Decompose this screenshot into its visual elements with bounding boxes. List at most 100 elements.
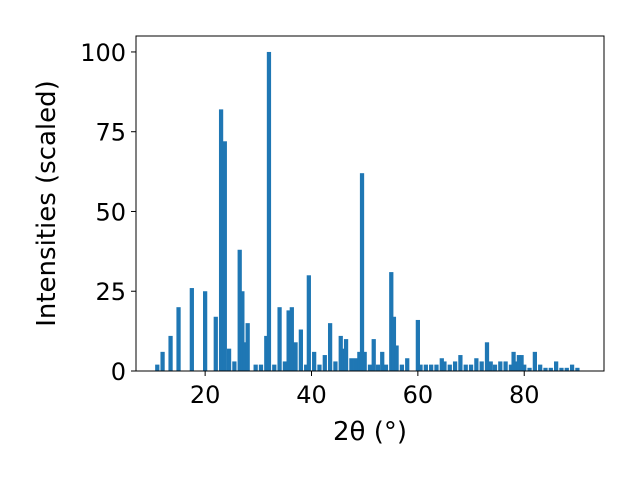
bar bbox=[371, 339, 376, 371]
bar bbox=[484, 342, 490, 371]
bar bbox=[282, 361, 288, 371]
bar bbox=[155, 364, 160, 371]
y-tick-label: 25 bbox=[95, 278, 126, 306]
bar bbox=[258, 364, 264, 371]
bar bbox=[415, 319, 420, 371]
y-axis: 0 25 50 75 100 bbox=[80, 39, 136, 386]
bar bbox=[353, 358, 358, 371]
bar bbox=[383, 364, 389, 371]
bar bbox=[514, 361, 519, 371]
bar bbox=[349, 358, 354, 371]
bar bbox=[298, 329, 303, 371]
bar bbox=[423, 364, 428, 371]
bar bbox=[516, 355, 522, 371]
bar bbox=[218, 109, 224, 371]
bar bbox=[266, 51, 272, 371]
bar bbox=[343, 339, 349, 371]
bar bbox=[375, 364, 381, 371]
bar bbox=[488, 361, 493, 371]
bar bbox=[359, 173, 365, 371]
bar-series bbox=[155, 51, 580, 371]
y-tick-label: 100 bbox=[80, 39, 126, 67]
bar bbox=[253, 364, 258, 371]
bar bbox=[232, 361, 237, 371]
bar bbox=[532, 351, 537, 371]
bar bbox=[304, 364, 309, 371]
bar bbox=[511, 351, 516, 371]
bar bbox=[306, 275, 311, 371]
bar bbox=[245, 323, 250, 371]
plot-area-frame bbox=[135, 35, 605, 372]
y-tick-label: 0 bbox=[111, 358, 126, 386]
bar bbox=[240, 291, 245, 371]
bar bbox=[312, 351, 317, 371]
bar bbox=[548, 367, 553, 371]
bar bbox=[289, 307, 294, 371]
bar bbox=[538, 364, 543, 371]
bar bbox=[338, 335, 343, 371]
bar bbox=[452, 361, 458, 371]
bar bbox=[391, 316, 397, 371]
bar bbox=[264, 335, 269, 371]
bar bbox=[498, 361, 503, 371]
x-axis-label: 2θ (°) bbox=[333, 417, 407, 447]
bar bbox=[189, 288, 194, 371]
bar bbox=[160, 351, 165, 371]
bar bbox=[222, 141, 227, 371]
bar bbox=[333, 361, 338, 371]
x-axis: 20 40 60 80 bbox=[190, 371, 540, 409]
bar bbox=[237, 249, 242, 371]
bar bbox=[394, 345, 399, 371]
bar bbox=[442, 361, 447, 371]
bar bbox=[272, 364, 277, 371]
bar bbox=[168, 335, 173, 371]
bar bbox=[317, 364, 322, 371]
bar bbox=[405, 358, 410, 371]
bar bbox=[322, 355, 327, 371]
bar bbox=[569, 364, 575, 371]
bar bbox=[543, 367, 548, 371]
bar bbox=[389, 272, 394, 371]
bar bbox=[242, 342, 248, 371]
bar bbox=[468, 364, 474, 371]
y-tick-label: 75 bbox=[95, 119, 126, 147]
bar bbox=[564, 367, 569, 371]
x-tick-label: 20 bbox=[190, 381, 221, 409]
bar bbox=[447, 364, 452, 371]
bar bbox=[176, 307, 181, 371]
y-axis-label: Intensities (scaled) bbox=[32, 80, 62, 327]
bar bbox=[286, 310, 291, 371]
bar bbox=[434, 364, 439, 371]
bar bbox=[522, 364, 527, 371]
x-tick-label: 80 bbox=[509, 381, 540, 409]
bar bbox=[362, 351, 367, 371]
bar bbox=[203, 291, 208, 371]
bar bbox=[463, 364, 468, 371]
x-tick-label: 40 bbox=[296, 381, 327, 409]
bar bbox=[519, 355, 524, 371]
bar bbox=[226, 348, 232, 371]
bar bbox=[418, 364, 423, 371]
bar bbox=[357, 351, 362, 371]
bar bbox=[479, 361, 484, 371]
bar bbox=[503, 361, 508, 371]
bar bbox=[341, 348, 346, 371]
bar bbox=[327, 323, 333, 371]
bar bbox=[380, 351, 385, 371]
bar bbox=[367, 364, 373, 371]
bar bbox=[474, 358, 479, 371]
bar bbox=[575, 367, 580, 371]
bar bbox=[554, 361, 559, 371]
bar bbox=[458, 355, 463, 371]
bar bbox=[399, 364, 405, 371]
y-tick-label: 50 bbox=[95, 198, 126, 226]
bar bbox=[492, 364, 498, 371]
bar bbox=[439, 358, 444, 371]
bar bbox=[213, 316, 218, 371]
bar bbox=[508, 364, 514, 371]
bar bbox=[277, 307, 282, 371]
bar bbox=[293, 342, 298, 371]
bar bbox=[429, 364, 434, 371]
